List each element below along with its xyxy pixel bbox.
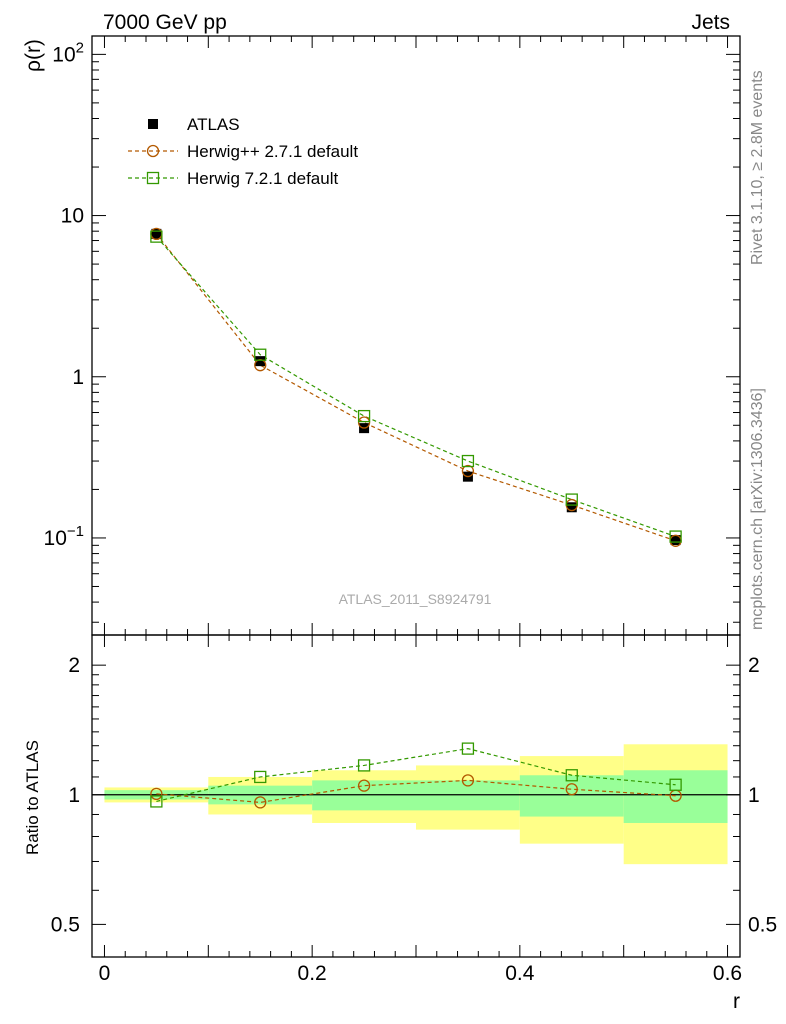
xlabel: r: [733, 990, 740, 1013]
ratio-point-s1-1: [254, 770, 267, 784]
data-point-s2-2: [357, 409, 371, 423]
y-tick-label: 10−1: [44, 523, 84, 550]
x-tick-label: 0: [99, 962, 111, 985]
data-point-s0-4: [566, 502, 577, 513]
legend-label: ATLAS: [187, 115, 240, 134]
axes-layer: 0 0.2 0.4 0.6 10−1 1 10 102 0.5 0.5 1 1 2 2: [44, 35, 777, 985]
x-tick-label: 0.6: [713, 962, 742, 985]
ratio-point-s0-3: [461, 774, 475, 787]
data-point-s2-4: [565, 493, 578, 506]
data-point-s2-0: [150, 230, 163, 243]
energy-label: 7000 GeV pp: [103, 11, 227, 34]
ratio-y-tick-label-right: 2: [748, 654, 760, 677]
legend: ATLAS Herwig++ 2.7.1 default Herwig 7.2.1 …: [128, 115, 358, 188]
mcplots-label: mcplots.cern.ch [arXiv:1306.3436]: [749, 388, 766, 630]
data-point-s2-3: [461, 454, 475, 468]
legend-marker: [148, 119, 158, 129]
series-line-1: [155, 233, 676, 542]
series-line-2: [155, 236, 676, 538]
ratio-point-s0-1: [254, 796, 267, 809]
ratio-line-0: [156, 779, 676, 804]
main-plot-layer: [150, 227, 682, 547]
y-tick-label: 102: [52, 39, 84, 66]
ratio-y-tick-label-left: 0.5: [51, 913, 80, 936]
legend-marker: [146, 171, 160, 185]
y-tick-exponent: −1: [67, 523, 84, 540]
ratio-point-s0-0: [150, 787, 163, 800]
legend-label: Herwig++ 2.7.1 default: [187, 142, 358, 161]
green-band-bin: [623, 770, 728, 823]
ratio-plot-layer: [150, 742, 682, 809]
process-label: Jets: [691, 11, 730, 34]
data-point-s1-3: [461, 464, 475, 478]
ratio-y-tick-label-right: 0.5: [748, 913, 777, 936]
y-tick-exponent: 2: [76, 39, 84, 56]
data-point-s0-5: [670, 535, 681, 546]
rivet-label: Rivet 3.1.10, ≥ 2.8M events: [749, 70, 766, 265]
legend-label: Herwig 7.2.1 default: [187, 169, 338, 188]
x-tick-label: 0.4: [505, 962, 535, 985]
ratio-y-tick-label-left: 1: [68, 784, 80, 807]
data-point-s0-1: [255, 356, 266, 367]
ratio-bands: [92, 744, 740, 865]
data-point-s2-5: [669, 530, 682, 543]
data-point-s2-1: [254, 348, 267, 361]
ratio-point-s1-0: [150, 795, 163, 808]
legend-marker: [146, 144, 160, 158]
ratio-point-s1-3: [461, 742, 475, 755]
ratio-y-tick-label-right: 1: [748, 784, 760, 807]
data-point-s1-2: [357, 416, 371, 429]
ratio-point-s1-2: [357, 759, 371, 772]
watermark: ATLAS_2011_S8924791: [339, 591, 492, 607]
ratio-point-s1-5: [669, 778, 682, 791]
y-tick-label: 10: [61, 205, 84, 228]
x-tick-label: 0.2: [298, 962, 327, 985]
ratio-point-s1-4: [565, 769, 578, 782]
y-tick-label: 1: [72, 366, 84, 389]
ratio-ylabel: Ratio to ATLAS: [23, 740, 42, 855]
ratio-point-s0-2: [357, 779, 371, 792]
data-point-s0-0: [151, 228, 162, 239]
green-band-bin: [519, 775, 624, 817]
main-ylabel: ρ(r): [22, 39, 45, 72]
ratio-point-s0-4: [565, 783, 578, 796]
ratio-y-tick-label-left: 2: [68, 654, 80, 677]
